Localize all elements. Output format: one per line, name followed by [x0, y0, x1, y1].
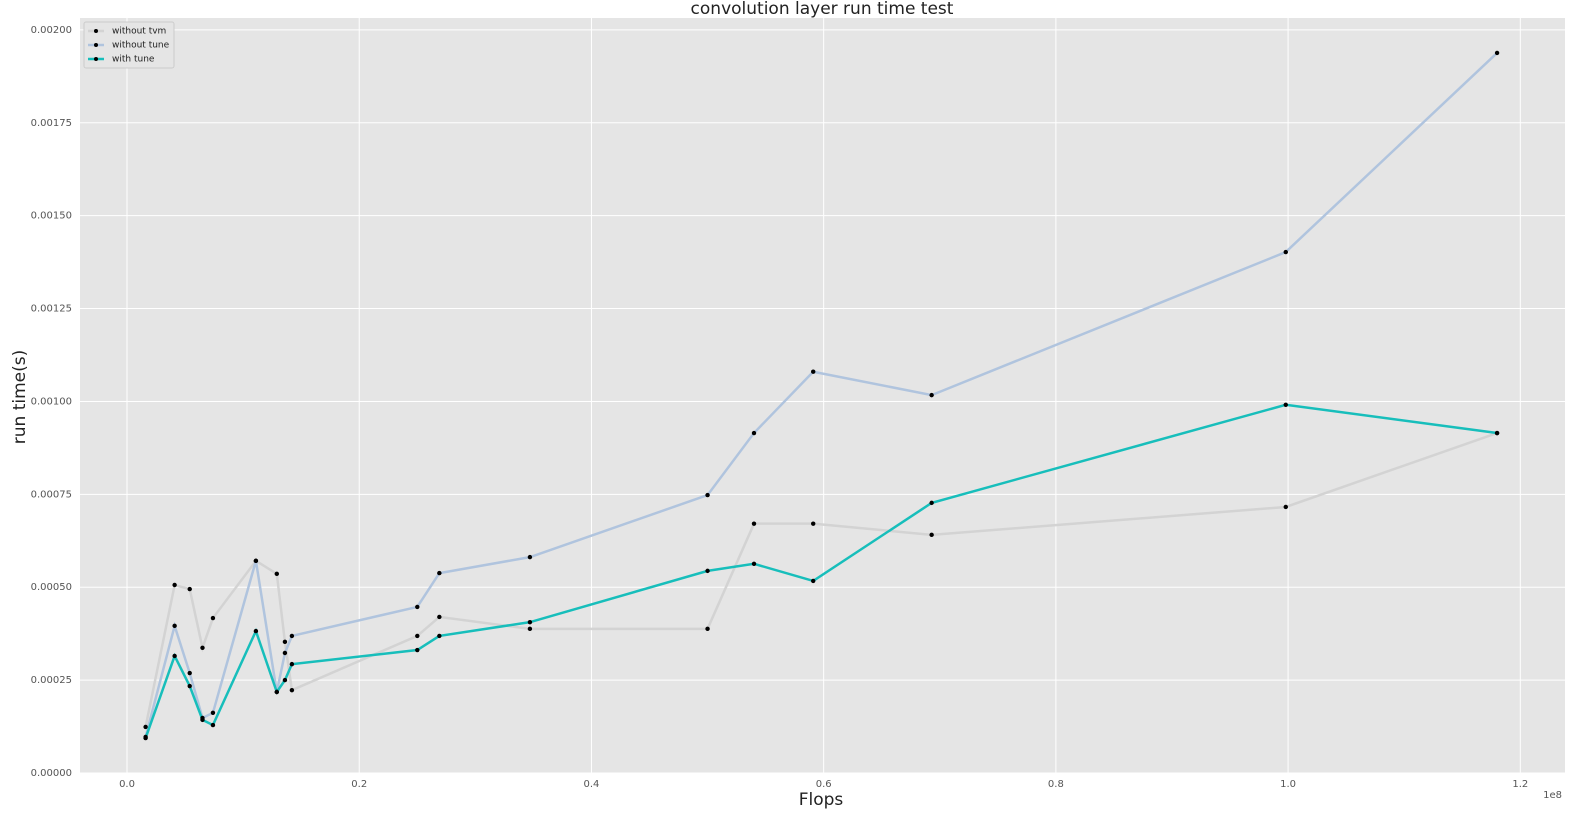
- data-point: [274, 689, 280, 695]
- data-point: [527, 626, 533, 632]
- x-offset-label: 1e8: [1543, 790, 1562, 801]
- data-point: [929, 532, 934, 538]
- data-point: [1494, 430, 1500, 436]
- y-tick-label: 0.00075: [31, 489, 72, 500]
- data-point: [200, 645, 205, 650]
- data-point: [187, 670, 192, 676]
- data-point: [282, 677, 288, 683]
- legend-marker: [94, 57, 98, 61]
- data-point: [289, 687, 295, 693]
- data-point: [415, 604, 420, 610]
- data-point: [253, 628, 259, 634]
- series-line: [144, 431, 1498, 728]
- legend-label: with tune: [112, 55, 155, 65]
- data-point: [811, 521, 816, 526]
- data-point: [751, 430, 757, 436]
- data-point: [282, 650, 288, 656]
- y-tick-label: 0.00100: [31, 396, 72, 407]
- data-point: [1283, 504, 1288, 510]
- y-tick-label: 0.00125: [31, 304, 72, 315]
- x-tick-label: 0.2: [351, 779, 367, 790]
- data-point: [253, 558, 259, 564]
- data-point: [415, 633, 420, 639]
- y-tick-label: 0.00025: [31, 675, 72, 686]
- data-point: [210, 722, 216, 728]
- data-point: [289, 661, 295, 667]
- data-point: [705, 492, 710, 498]
- y-axis-label: run time(s): [10, 350, 30, 444]
- data-point: [705, 568, 710, 574]
- data-point: [437, 614, 442, 620]
- series-line: [144, 403, 1498, 739]
- data-point: [143, 735, 148, 741]
- data-point: [437, 633, 442, 639]
- legend-label: without tvm: [112, 27, 166, 37]
- data-point: [172, 623, 177, 629]
- data-point: [187, 586, 192, 592]
- y-tick-label: 0.00050: [31, 582, 72, 593]
- data-point: [143, 724, 148, 730]
- x-axis-label: Flops: [799, 790, 844, 810]
- x-tick-label: 0.6: [816, 779, 832, 790]
- data-point: [1283, 249, 1288, 255]
- data-point: [751, 561, 757, 567]
- chart-title: convolution layer run time test: [691, 0, 954, 19]
- data-point: [811, 578, 816, 584]
- y-tick-label: 0.00200: [31, 25, 72, 36]
- data-point: [527, 619, 533, 625]
- data-point: [1283, 402, 1288, 407]
- data-point: [527, 554, 533, 560]
- data-point: [210, 615, 216, 621]
- data-point: [187, 683, 192, 689]
- x-tick-label: 1.0: [1280, 779, 1296, 790]
- legend-marker: [94, 43, 98, 47]
- data-point: [172, 653, 177, 659]
- x-tick-label: 1.2: [1512, 779, 1528, 790]
- data-point: [172, 582, 177, 588]
- y-tick-label: 0.00000: [31, 768, 72, 779]
- series-line: [144, 52, 1498, 738]
- x-tick-label: 0.4: [583, 779, 599, 790]
- data-point: [437, 570, 442, 576]
- x-tick-label: 0.8: [1048, 779, 1064, 790]
- plot-area: [80, 18, 1565, 773]
- legend-box: [83, 21, 175, 69]
- x-tick-label: 0.0: [119, 779, 135, 790]
- data-point: [282, 639, 288, 645]
- data-point: [274, 571, 280, 577]
- data-point: [705, 626, 710, 632]
- data-point: [210, 710, 216, 716]
- data-point: [415, 647, 420, 653]
- data-point: [929, 392, 934, 398]
- data-point: [289, 633, 295, 639]
- data-point: [811, 369, 816, 374]
- data-point: [1494, 50, 1500, 56]
- data-point: [751, 521, 757, 526]
- legend-label: without tune: [112, 41, 170, 51]
- y-tick-label: 0.00175: [31, 118, 72, 129]
- legend-marker: [94, 29, 98, 33]
- y-tick-label: 0.00150: [31, 211, 72, 222]
- data-point: [200, 717, 205, 723]
- data-point: [929, 500, 934, 506]
